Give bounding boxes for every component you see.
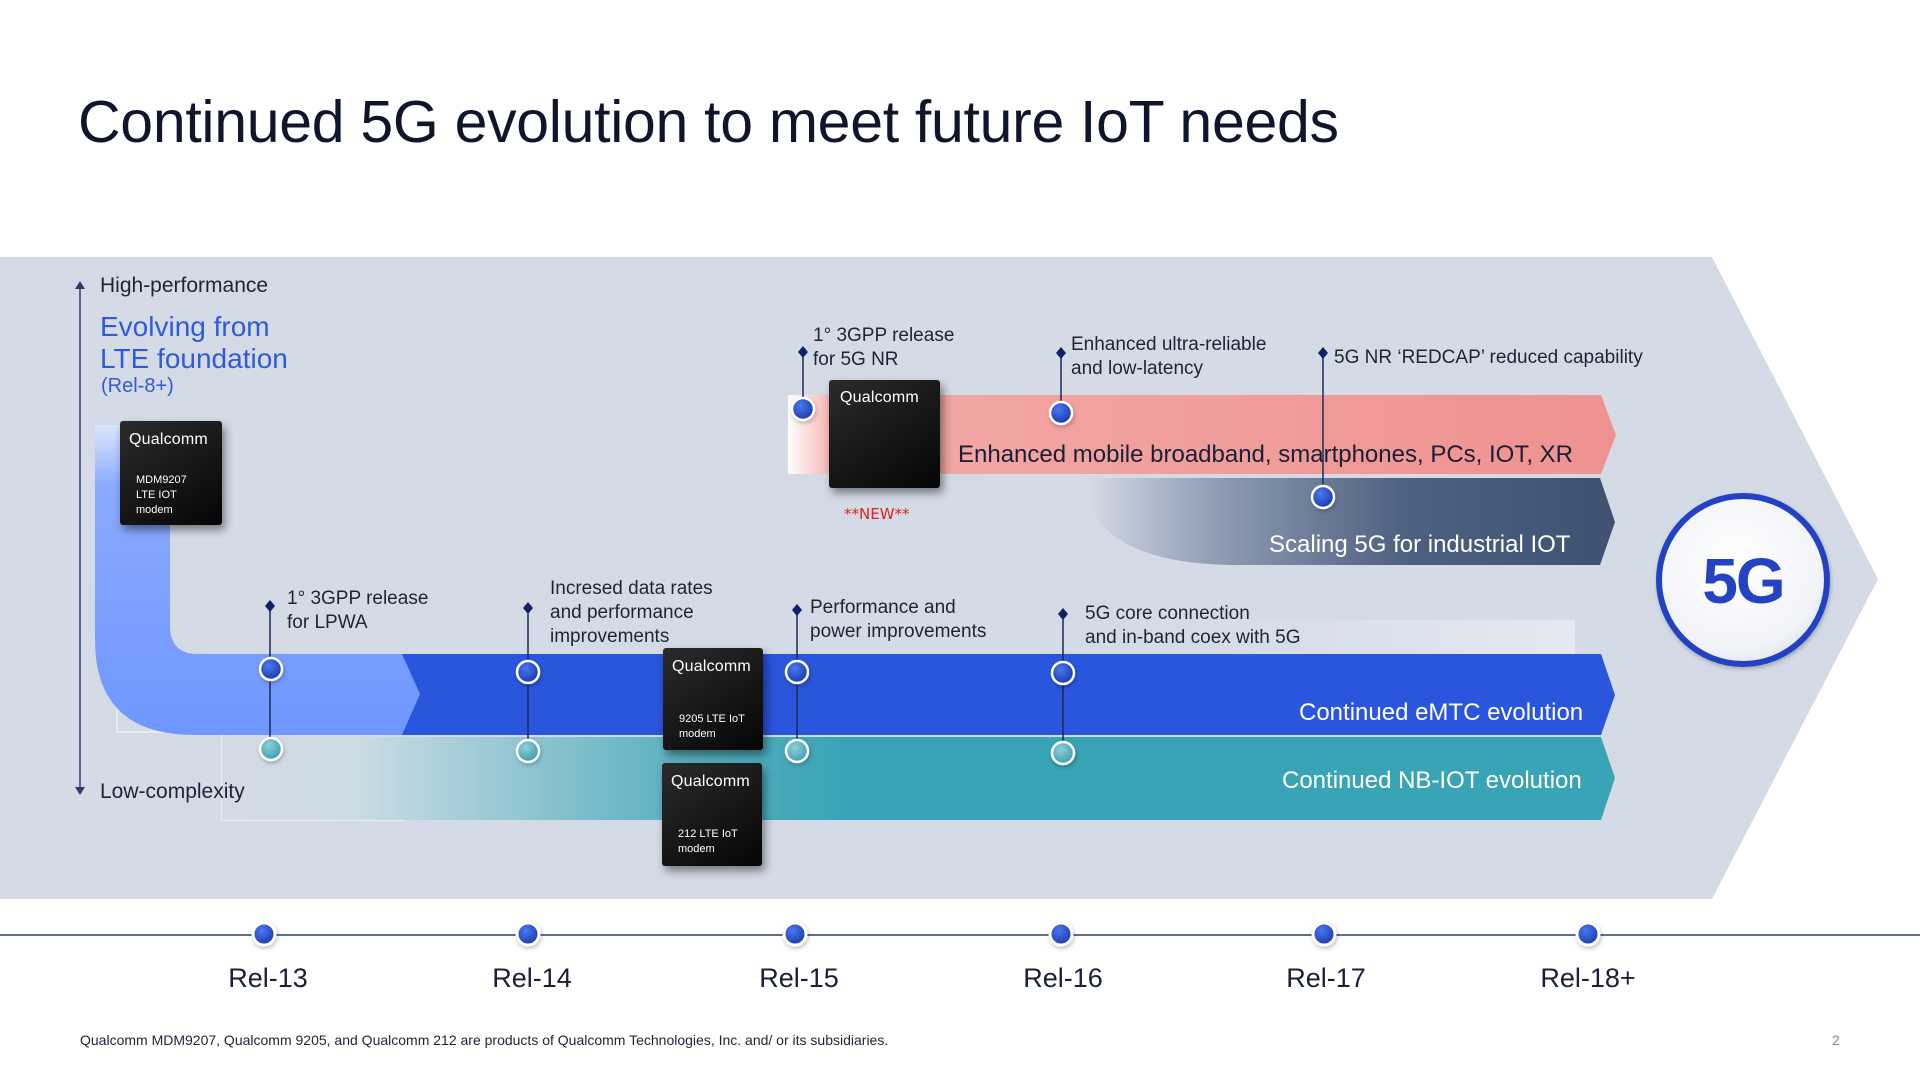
evolving-heading-line2: LTE foundation bbox=[100, 343, 288, 374]
footnote: Qualcomm MDM9207, Qualcomm 9205, and Qua… bbox=[80, 1032, 889, 1048]
chip-desc-line1: 212 LTE IoT bbox=[678, 828, 738, 840]
milestone-rel16-urllc-label: Enhanced ultra-reliable and low-latency bbox=[1071, 334, 1267, 379]
milestone-dot-rel16-urllc bbox=[1048, 400, 1074, 426]
release-label-rel18: Rel-18+ bbox=[1540, 963, 1636, 993]
chip-9205: Qualcomm 9205 LTE IoT modem bbox=[663, 648, 763, 750]
release-label-rel17: Rel-17 bbox=[1286, 963, 1366, 993]
release-label-rel13: Rel-13 bbox=[228, 963, 308, 993]
lane-emtc-label: Continued eMTC evolution bbox=[1299, 699, 1584, 726]
5g-badge-circle bbox=[1656, 493, 1830, 667]
chip-brand: Qualcomm bbox=[840, 389, 919, 406]
chip-212: Qualcomm 212 LTE IoT modem bbox=[662, 763, 762, 866]
release-dot-rel16 bbox=[1048, 921, 1074, 947]
release-dot-rel14 bbox=[515, 921, 541, 947]
milestone-rel14-label: Incresed data rates and performance improv… bbox=[550, 578, 713, 647]
evolving-heading-line1: Evolving from bbox=[100, 311, 270, 342]
chip-5g-new: Qualcomm bbox=[829, 380, 940, 488]
chip-desc-line2: LTE IOT bbox=[136, 489, 177, 501]
axis-bottom-label: Low-complexity bbox=[100, 780, 245, 803]
page-title: Continued 5G evolution to meet future Io… bbox=[78, 89, 1339, 155]
lane-nbiot bbox=[222, 737, 1615, 820]
lane-nbiot-label: Continued NB-IOT evolution bbox=[1282, 767, 1582, 794]
milestone-rel16-core-label: 5G core connection and in-band coex with … bbox=[1085, 603, 1301, 648]
lane-industrial bbox=[1085, 478, 1615, 565]
axis-top-label: High-performance bbox=[100, 274, 269, 297]
milestone-rel13-label: 1° 3GPP release for LPWA bbox=[287, 588, 429, 633]
new-tag: **NEW** bbox=[844, 505, 910, 523]
axis-arrow-down-icon bbox=[75, 787, 85, 795]
lane-industrial-label: Scaling 5G for industrial IOT bbox=[1269, 531, 1571, 558]
milestone-dot-rel13 bbox=[258, 656, 284, 682]
milestone-dot-nbiot-rel13 bbox=[258, 736, 284, 762]
milestone-dot-nbiot-rel14 bbox=[515, 738, 541, 764]
milestone-dot-rel15 bbox=[784, 659, 810, 685]
lane-embb bbox=[788, 395, 1616, 474]
milestone-rel15-perf-label: Performance and power improvements bbox=[810, 597, 987, 642]
milestone-dot-rel15-5gnr bbox=[790, 396, 816, 422]
release-label-rel16: Rel-16 bbox=[1023, 963, 1103, 993]
evolving-heading-sub: (Rel-8+) bbox=[101, 375, 174, 397]
5g-badge-label: 5G bbox=[1702, 545, 1785, 617]
chip-desc-line2: modem bbox=[678, 843, 715, 855]
milestone-dot-nbiot-rel16 bbox=[1050, 740, 1076, 766]
chip-brand: Qualcomm bbox=[671, 773, 750, 790]
milestone-dot-nbiot-rel15 bbox=[784, 738, 810, 764]
chip-mdm9207: Qualcomm MDM9207 LTE IOT modem bbox=[120, 421, 222, 525]
lane-evolving bbox=[95, 425, 420, 735]
release-dot-rel13 bbox=[251, 921, 277, 947]
page-number: 2 bbox=[1832, 1032, 1840, 1048]
chip-desc-line2: modem bbox=[679, 728, 716, 740]
milestone-dot-rel17-redcap bbox=[1310, 484, 1336, 510]
milestone-rel17-redcap-label: 5G NR ‘REDCAP’ reduced capability bbox=[1334, 347, 1643, 368]
release-dot-rel17 bbox=[1311, 921, 1337, 947]
chip-brand: Qualcomm bbox=[129, 431, 208, 448]
release-dot-rel18 bbox=[1575, 921, 1601, 947]
release-dot-rel15 bbox=[782, 921, 808, 947]
milestone-rel15-5gnr-label: 1° 3GPP release for 5G NR bbox=[813, 325, 955, 370]
chip-brand: Qualcomm bbox=[672, 658, 751, 675]
lane-embb-label: Enhanced mobile broadband, smartphones, … bbox=[958, 441, 1573, 468]
milestone-dot-rel14 bbox=[515, 659, 541, 685]
chip-desc-line1: 9205 LTE IoT bbox=[679, 713, 745, 725]
chip-desc-line3: modem bbox=[136, 504, 173, 516]
axis-arrow-up-icon bbox=[75, 281, 85, 289]
release-label-rel14: Rel-14 bbox=[492, 963, 572, 993]
release-label-rel15: Rel-15 bbox=[759, 963, 839, 993]
milestone-dot-rel16 bbox=[1050, 660, 1076, 686]
chip-desc-line1: MDM9207 bbox=[136, 474, 187, 486]
